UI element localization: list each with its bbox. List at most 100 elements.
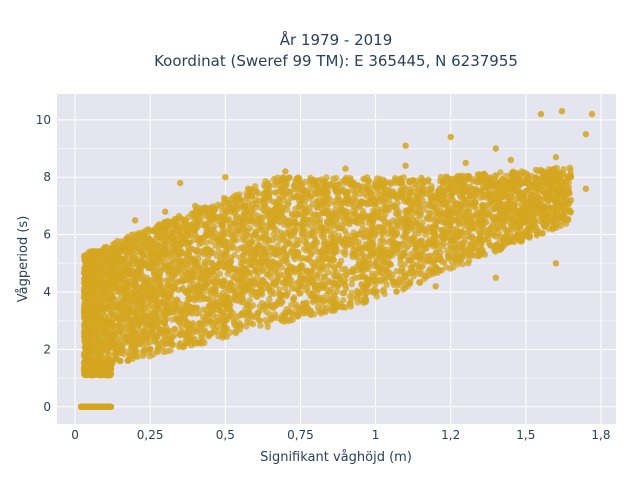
data-point bbox=[389, 232, 396, 239]
data-point bbox=[316, 217, 324, 224]
data-point bbox=[355, 202, 363, 209]
data-point bbox=[360, 233, 367, 241]
data-point bbox=[200, 326, 207, 333]
data-point bbox=[179, 301, 187, 308]
data-point bbox=[145, 313, 152, 320]
data-point bbox=[234, 231, 241, 238]
data-point bbox=[189, 280, 197, 287]
data-point bbox=[472, 211, 479, 219]
data-point bbox=[355, 261, 362, 268]
data-point bbox=[101, 250, 109, 258]
data-point bbox=[243, 323, 250, 330]
data-point bbox=[495, 229, 503, 237]
data-point bbox=[349, 251, 356, 258]
data-point bbox=[325, 220, 332, 228]
data-point bbox=[263, 249, 270, 256]
data-point bbox=[250, 232, 258, 239]
data-point bbox=[288, 280, 295, 288]
data-point bbox=[278, 177, 286, 184]
data-point bbox=[306, 275, 313, 283]
data-point bbox=[363, 185, 370, 192]
data-point bbox=[508, 211, 516, 219]
data-point bbox=[231, 274, 239, 281]
data-point bbox=[298, 196, 306, 203]
data-point bbox=[133, 349, 141, 356]
data-point bbox=[331, 291, 338, 298]
data-point bbox=[327, 298, 334, 305]
data-point bbox=[379, 182, 386, 190]
data-point bbox=[149, 286, 157, 293]
data-point bbox=[544, 201, 551, 208]
data-point bbox=[152, 241, 159, 248]
data-point bbox=[370, 250, 377, 257]
data-point bbox=[534, 230, 541, 237]
data-point bbox=[522, 219, 529, 226]
data-point bbox=[165, 340, 172, 347]
data-point bbox=[195, 250, 203, 257]
data-point bbox=[214, 323, 222, 330]
data-point bbox=[464, 176, 471, 183]
data-point bbox=[368, 288, 375, 296]
data-point bbox=[81, 269, 88, 277]
data-point bbox=[243, 194, 250, 202]
data-point bbox=[282, 311, 289, 318]
data-point bbox=[397, 260, 404, 267]
data-point bbox=[173, 316, 180, 323]
data-point bbox=[380, 239, 388, 246]
data-point bbox=[382, 266, 389, 273]
data-point bbox=[184, 339, 191, 346]
data-point bbox=[539, 230, 546, 237]
data-point bbox=[216, 231, 223, 238]
data-point bbox=[517, 196, 525, 203]
data-point bbox=[303, 191, 311, 198]
data-point bbox=[174, 226, 182, 234]
data-point bbox=[351, 191, 358, 198]
data-point bbox=[252, 220, 260, 228]
data-point bbox=[283, 317, 291, 324]
data-point bbox=[397, 175, 404, 182]
data-point bbox=[167, 347, 174, 354]
data-point bbox=[138, 308, 145, 315]
data-point bbox=[244, 301, 251, 309]
data-point bbox=[567, 208, 574, 215]
data-point bbox=[259, 198, 266, 205]
data-point bbox=[483, 184, 491, 192]
data-point bbox=[484, 235, 492, 243]
data-point bbox=[286, 174, 293, 181]
data-point bbox=[170, 283, 178, 290]
data-point bbox=[336, 272, 343, 280]
data-point bbox=[265, 211, 272, 218]
data-point bbox=[314, 203, 321, 211]
data-point bbox=[272, 199, 279, 207]
data-point bbox=[247, 245, 254, 252]
data-point bbox=[156, 302, 163, 309]
data-point bbox=[301, 305, 309, 313]
data-point bbox=[530, 217, 537, 224]
data-point bbox=[237, 322, 244, 329]
data-point bbox=[353, 287, 361, 295]
data-point bbox=[380, 189, 388, 197]
data-point bbox=[179, 263, 186, 270]
data-point bbox=[465, 260, 472, 267]
data-point bbox=[339, 222, 346, 229]
data-point bbox=[362, 296, 370, 303]
data-point bbox=[402, 273, 409, 281]
data-point bbox=[347, 176, 354, 183]
data-point bbox=[287, 194, 294, 201]
data-point bbox=[155, 233, 162, 241]
data-point bbox=[94, 298, 102, 305]
data-point bbox=[217, 307, 225, 315]
data-point bbox=[333, 304, 340, 311]
data-point bbox=[210, 278, 217, 286]
data-point bbox=[223, 209, 231, 216]
data-point bbox=[356, 244, 363, 251]
data-point bbox=[330, 220, 337, 228]
data-point bbox=[143, 278, 151, 285]
data-point bbox=[391, 239, 398, 246]
data-point bbox=[363, 192, 370, 199]
data-point bbox=[88, 337, 96, 345]
data-point bbox=[259, 285, 266, 292]
data-point bbox=[282, 276, 289, 283]
data-point bbox=[232, 269, 239, 276]
data-point bbox=[422, 227, 429, 234]
